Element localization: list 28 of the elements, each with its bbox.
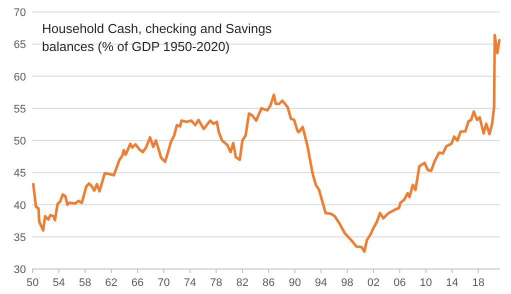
y-tick-label: 35 [14,232,26,244]
x-tick-label: 74 [184,277,196,289]
y-tick-label: 50 [14,136,26,148]
x-tick-label: 98 [341,277,354,289]
x-tick-label: 10 [420,277,432,289]
x-tick-label: 18 [472,277,484,289]
x-tick-label: 06 [394,277,406,289]
x-tick-label: 86 [262,277,275,289]
x-tick-label: 94 [314,277,328,289]
y-tick-label: 65 [14,39,26,52]
x-tick-label: 66 [131,277,144,289]
x-tick-label: 82 [236,277,249,289]
y-tick-label: 70 [14,7,26,19]
text: Household Cash, checking and Savings balances (% of GDP 1950-2020) [42,21,272,54]
x-tick-label: 14 [446,277,458,289]
x-tick-label: 50 [26,277,39,289]
x-tick-label: 62 [105,277,118,289]
y-tick-label: 40 [14,200,26,212]
y-tick-label: 30 [14,264,26,276]
x-tick-label: 02 [367,277,380,289]
x-tick-label: 58 [78,277,92,289]
x-tick-label: 78 [210,277,222,289]
y-tick-label: 45 [14,168,26,180]
y-tick-label: 55 [14,103,26,116]
x-tick-label: 70 [158,277,170,289]
x-tick-label: 54 [52,277,65,289]
y-tick-label: 60 [14,71,26,84]
x-tick-label: 90 [288,277,301,289]
